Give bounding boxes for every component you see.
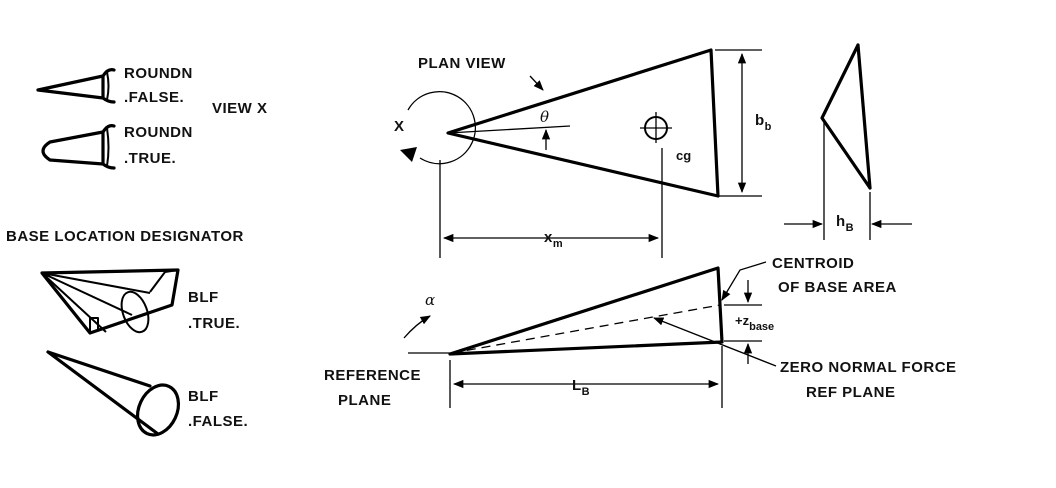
zero-normal-force-leader [653, 317, 777, 367]
zero-normal-force-label-line1: ZERO NORMAL FORCE [780, 359, 957, 376]
cg-symbol [640, 112, 672, 143]
zero-normal-force-label-line2: REF PLANE [806, 384, 896, 401]
xm-dimension [439, 148, 663, 258]
blf-true-label-line2: .TRUE. [188, 315, 240, 332]
blf-true-label-line1: BLF [188, 289, 219, 306]
view-x-rotation-indicator [400, 91, 476, 165]
theta-label: θ [540, 108, 549, 126]
centroid-leader [721, 261, 767, 301]
bb-label: bb [755, 112, 772, 133]
centroid-reference-line [451, 304, 721, 354]
hb-dimension [784, 122, 912, 240]
view-x-label: VIEW X [212, 100, 268, 117]
roundn-false-sketch [36, 68, 116, 104]
alpha-arrow [403, 315, 431, 339]
xm-label-main: x [544, 229, 553, 246]
hb-label: hB [836, 213, 854, 234]
roundn-true-sketch [41, 124, 116, 170]
bb-dimension [715, 49, 762, 197]
alpha-label: α [425, 291, 435, 309]
zbase-label: +zbase [735, 313, 774, 333]
view-x-base-shape [820, 43, 872, 190]
plan-view-planform [446, 48, 720, 198]
roundn-true-label-line1: ROUNDN [124, 124, 193, 141]
lb-dimension [449, 346, 723, 408]
plan-view-leader [529, 75, 544, 91]
xm-label: xm [544, 229, 563, 250]
blf-false-label-line2: .FALSE. [188, 413, 248, 430]
xm-label-sub: m [553, 238, 563, 250]
reference-plane-label-line2: PLANE [338, 392, 391, 409]
roundn-false-label-line1: ROUNDN [124, 65, 193, 82]
lb-label-main: L [572, 377, 582, 394]
roundn-true-label-line2: .TRUE. [124, 150, 176, 167]
zbase-label-sub: base [749, 321, 774, 333]
hb-label-main: h [836, 213, 846, 230]
lb-label-sub: B [582, 386, 590, 398]
zbase-dimension [724, 280, 762, 364]
bb-label-main: b [755, 112, 765, 129]
zbase-label-main: +z [735, 313, 750, 328]
theta-reference-line [447, 125, 571, 134]
cg-label: cg [676, 148, 691, 163]
reference-plane-label-line1: REFERENCE [324, 367, 421, 384]
roundn-false-label-line2: .FALSE. [124, 89, 184, 106]
blf-true-sketch [40, 268, 180, 335]
hb-label-sub: B [846, 222, 854, 234]
blf-false-sketch [46, 350, 181, 437]
base-location-designator-title: BASE LOCATION DESIGNATOR [6, 228, 244, 245]
blf-false-label-line1: BLF [188, 388, 219, 405]
centroid-label-line2: OF BASE AREA [778, 279, 897, 296]
plan-view-label: PLAN VIEW [418, 55, 506, 72]
side-view-body [448, 266, 724, 356]
lb-label: LB [572, 377, 590, 398]
view-x-axis-label: X [394, 118, 405, 135]
centroid-label-line1: CENTROID [772, 255, 854, 272]
bb-label-sub: b [765, 121, 772, 133]
